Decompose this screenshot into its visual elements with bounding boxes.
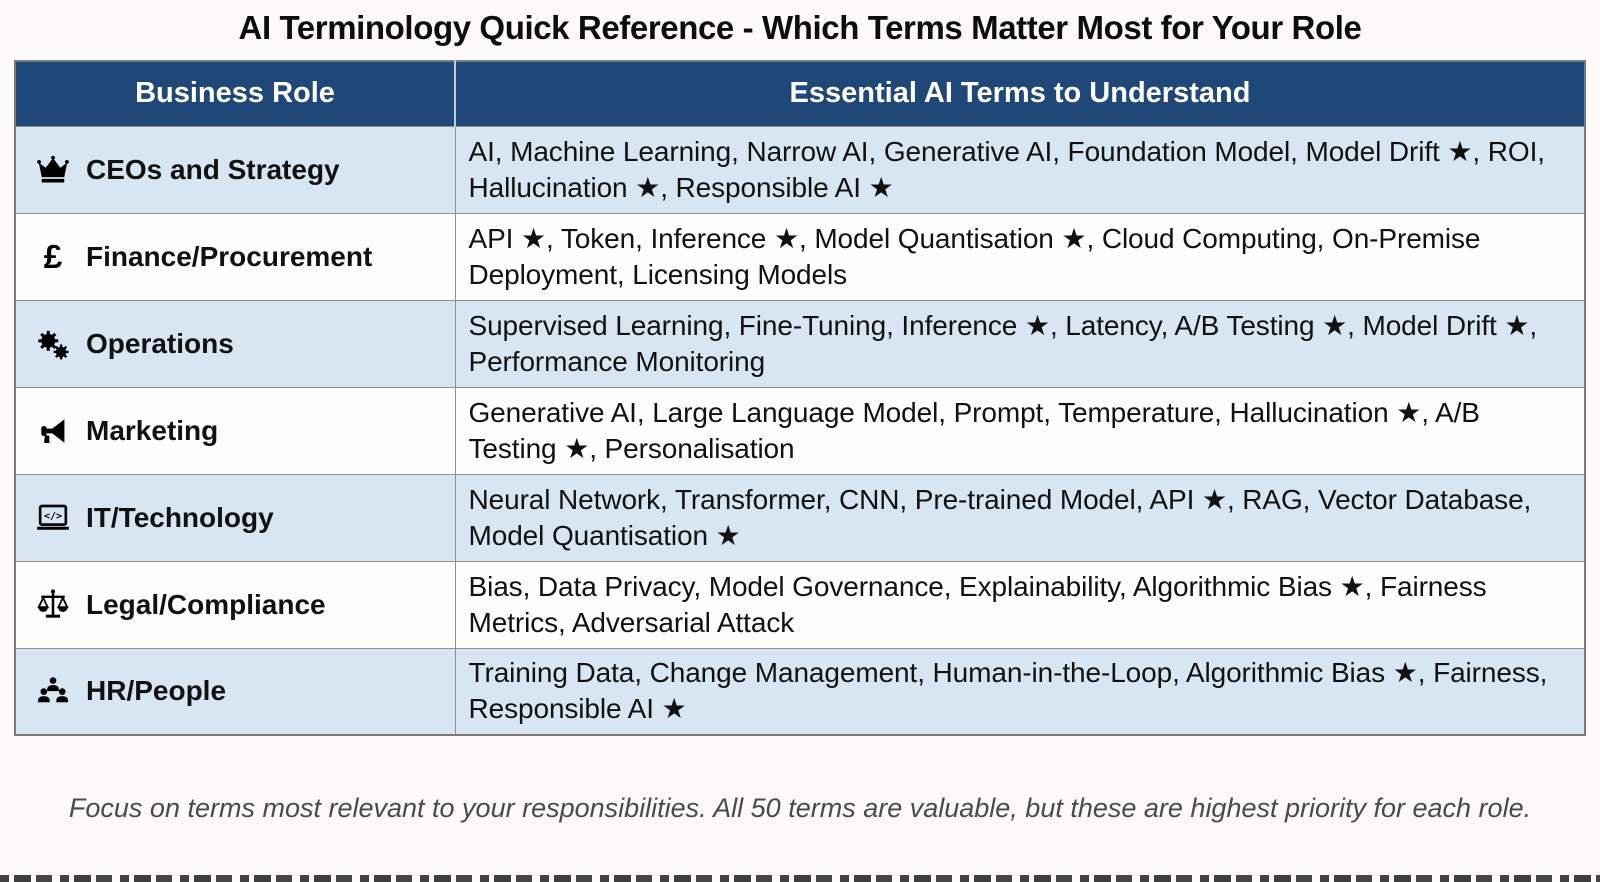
table-header: Business Role Essential AI Terms to Unde…: [14, 60, 1586, 127]
cropped-text-strip: [0, 875, 1600, 882]
column-header-essential-terms: Essential AI Terms to Understand: [454, 60, 1586, 127]
role-label: CEOs and Strategy: [86, 153, 340, 185]
page-title: AI Terminology Quick Reference - Which T…: [238, 9, 1362, 46]
table-row: HR/People Training Data, Change Manageme…: [14, 647, 1586, 736]
role-label: Finance/Procurement: [86, 240, 373, 272]
scales-icon: [33, 585, 73, 625]
table-row: Marketing Generative AI, Large Language …: [14, 386, 1586, 475]
table-row: IT/Technology Neural Network, Transforme…: [14, 473, 1586, 562]
role-cell: Marketing: [14, 386, 456, 475]
terms-text: Neural Network, Transformer, CNN, Pre-tr…: [454, 473, 1586, 562]
role-cell: CEOs and Strategy: [14, 125, 456, 214]
megaphone-icon: [33, 411, 73, 451]
crown-icon: [33, 150, 73, 190]
terms-text: AI, Machine Learning, Narrow AI, Generat…: [454, 125, 1586, 214]
role-label: Operations: [86, 327, 234, 359]
role-label: Marketing: [86, 414, 219, 446]
gears-icon: [33, 324, 73, 364]
reference-table: Business Role Essential AI Terms to Unde…: [14, 60, 1586, 736]
terms-text: Training Data, Change Management, Human-…: [454, 647, 1586, 736]
role-cell: Legal/Compliance: [14, 560, 456, 649]
role-label: HR/People: [86, 675, 227, 707]
role-label: IT/Technology: [86, 501, 274, 533]
pound-icon: [33, 237, 73, 277]
role-cell: HR/People: [14, 647, 456, 736]
terms-text: Supervised Learning, Fine-Tuning, Infere…: [454, 299, 1586, 388]
terms-text: API ★, Token, Inference ★, Model Quantis…: [454, 212, 1586, 301]
table-row: Legal/Compliance Bias, Data Privacy, Mod…: [14, 560, 1586, 649]
terms-text: Bias, Data Privacy, Model Governance, Ex…: [454, 560, 1586, 649]
role-cell: IT/Technology: [14, 473, 456, 562]
column-header-business-role: Business Role: [14, 60, 456, 127]
table-row: Finance/Procurement API ★, Token, Infere…: [14, 212, 1586, 301]
role-cell: Finance/Procurement: [14, 212, 456, 301]
table-row: CEOs and Strategy AI, Machine Learning, …: [14, 125, 1586, 214]
role-cell: Operations: [14, 299, 456, 388]
footer-note: Focus on terms most relevant to your res…: [68, 793, 1532, 823]
table-row: Operations Supervised Learning, Fine-Tun…: [14, 299, 1586, 388]
role-label: Legal/Compliance: [86, 588, 326, 620]
laptop-code-icon: [33, 498, 73, 538]
header-row: Business Role Essential AI Terms to Unde…: [14, 60, 1586, 127]
terms-text: Generative AI, Large Language Model, Pro…: [454, 386, 1586, 475]
table-body: CEOs and Strategy AI, Machine Learning, …: [14, 125, 1586, 736]
people-icon: [33, 671, 73, 711]
